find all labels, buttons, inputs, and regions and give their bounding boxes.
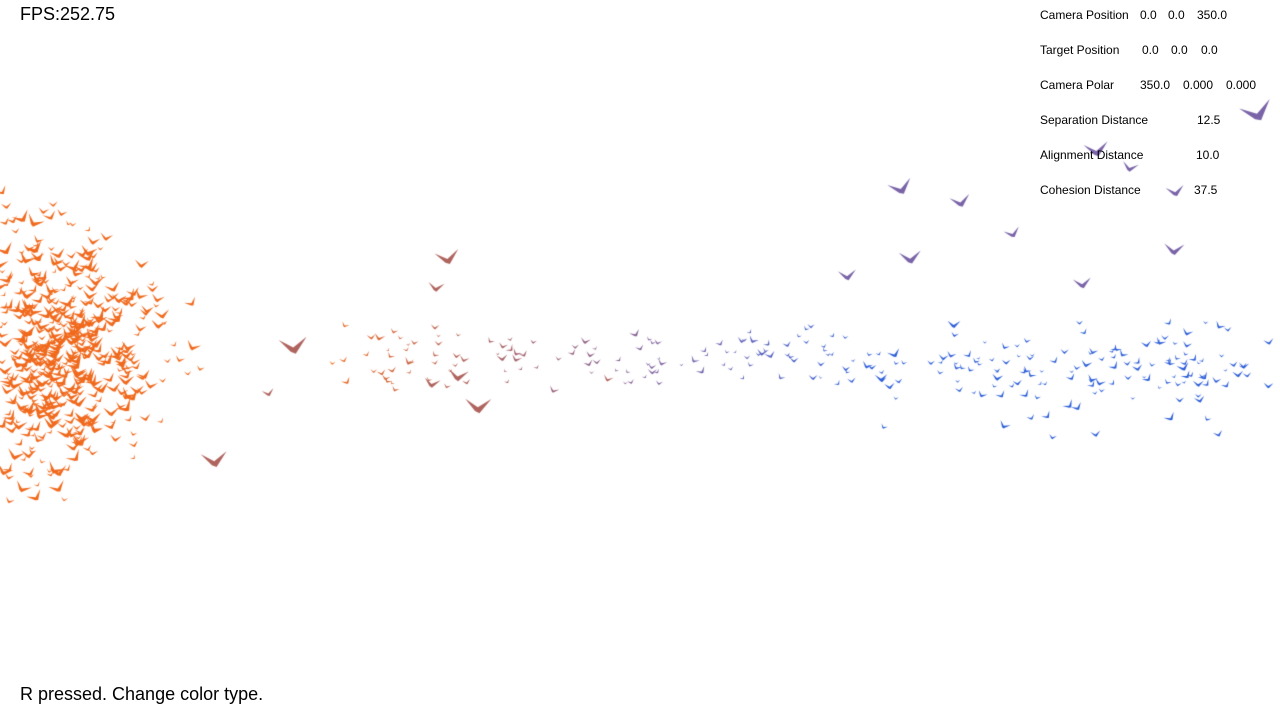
- camera-polar-label: Camera Polar: [1040, 78, 1115, 92]
- camera-polar-phi: 0.000: [1226, 78, 1257, 92]
- alignment-distance-label: Alignment Distance: [1040, 148, 1144, 162]
- camera-position-label: Camera Position: [1040, 8, 1129, 22]
- target-position-z: 0.0: [1201, 43, 1218, 57]
- camera-position-x: 0.0: [1140, 8, 1157, 22]
- cohesion-distance-label: Cohesion Distance: [1040, 183, 1141, 197]
- status-message: R pressed. Change color type.: [20, 684, 264, 704]
- fps-counter: FPS:252.75: [20, 4, 116, 24]
- cohesion-distance-value: 37.5: [1194, 183, 1218, 197]
- target-position-label: Target Position: [1040, 43, 1120, 57]
- camera-polar-r: 350.0: [1140, 78, 1171, 92]
- separation-distance-label: Separation Distance: [1040, 113, 1149, 127]
- target-position-y: 0.0: [1171, 43, 1188, 57]
- target-position-x: 0.0: [1142, 43, 1159, 57]
- camera-polar-theta: 0.000: [1183, 78, 1214, 92]
- camera-position-z: 350.0: [1197, 8, 1228, 22]
- separation-distance-value: 12.5: [1197, 113, 1221, 127]
- alignment-distance-value: 10.0: [1196, 148, 1220, 162]
- camera-position-y: 0.0: [1168, 8, 1185, 22]
